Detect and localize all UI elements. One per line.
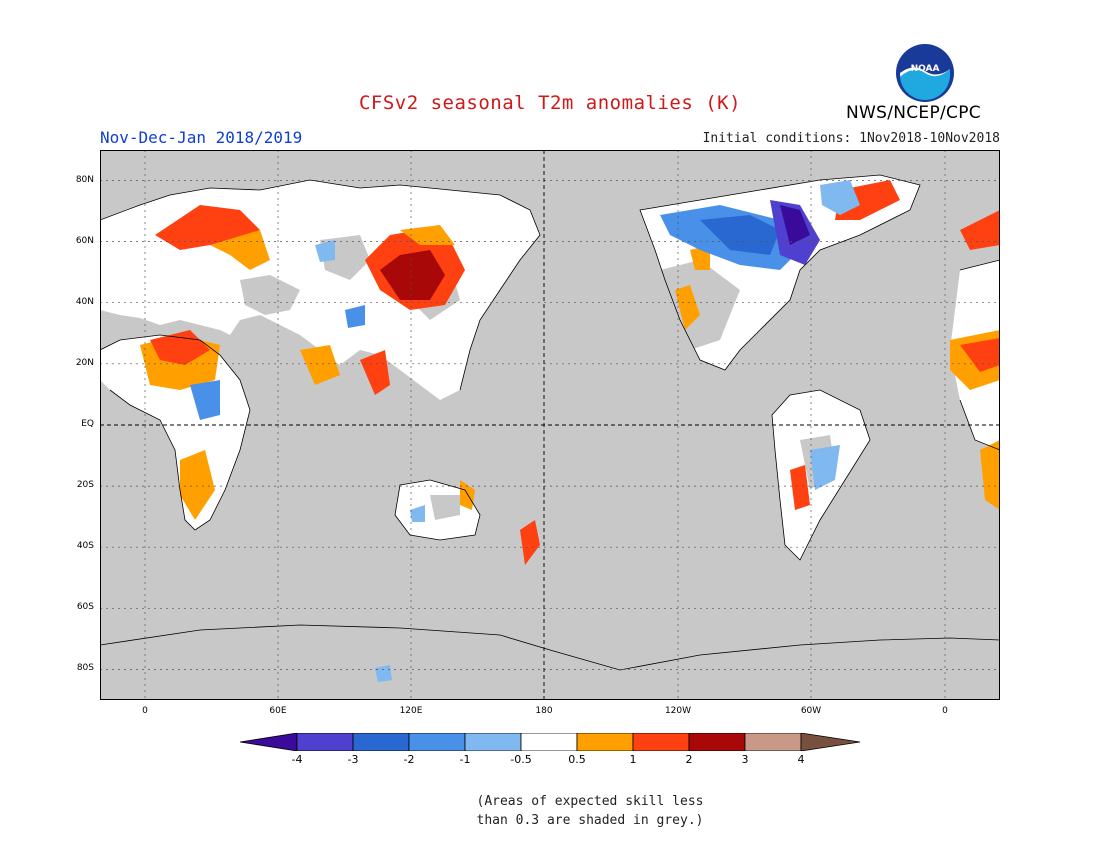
legend-label-neg3: -3: [347, 753, 359, 766]
legend-arrow-left: [240, 733, 298, 751]
legend-swatch-1: [296, 733, 354, 751]
lat-label-20n: 20N: [75, 358, 94, 368]
lat-label-40s: 40S: [76, 541, 94, 551]
lat-label-20s: 20S: [76, 480, 94, 490]
lon-label-180: 180: [535, 706, 553, 716]
legend-swatch-5: [520, 733, 578, 751]
lon-label-60w: 60W: [800, 706, 822, 716]
legend-arrow-right: [800, 733, 860, 751]
lat-label-60s: 60S: [76, 602, 94, 612]
anomaly-map: [100, 150, 1000, 700]
lat-label-60n: 60N: [75, 236, 94, 246]
legend-swatch-2: [352, 733, 410, 751]
forecast-period: Nov-Dec-Jan 2018/2019: [100, 128, 303, 147]
legend-label-pos2: 2: [685, 753, 693, 766]
skill-note-line1: (Areas of expected skill less: [476, 794, 704, 809]
graticule: [100, 150, 1000, 700]
chart-title: CFSv2 seasonal T2m anomalies (K): [358, 92, 742, 114]
legend-label-neg05: -0.5: [510, 753, 532, 766]
skill-note: (Areas of expected skill less than 0.3 a…: [400, 792, 780, 830]
warm-anomalies: [140, 180, 1000, 565]
lat-label-80s: 80S: [76, 663, 94, 673]
legend-label-pos05: 0.5: [568, 753, 586, 766]
legend-label-neg2: -2: [403, 753, 415, 766]
equator-dateline: [100, 150, 1000, 700]
legend-swatch-4: [464, 733, 522, 751]
lon-label-120e: 120E: [399, 706, 423, 716]
legend-label-pos4: 4: [797, 753, 805, 766]
legend-swatch-3: [408, 733, 466, 751]
legend-swatch-7: [632, 733, 690, 751]
legend-label-pos1: 1: [629, 753, 637, 766]
lat-label-40n: 40N: [75, 297, 94, 307]
initial-conditions: Initial conditions: 1Nov2018-10Nov2018: [702, 131, 1000, 146]
legend-label-pos3: 3: [741, 753, 749, 766]
lon-label-0-right: 0: [942, 706, 948, 716]
color-legend: [240, 733, 860, 751]
lon-label-60e: 60E: [269, 706, 287, 716]
agency-label: NWS/NCEP/CPC: [846, 103, 981, 123]
lat-label-eq: EQ: [81, 419, 94, 429]
noaa-logo-text: NOAA: [911, 64, 940, 74]
coastlines: [100, 174, 1000, 671]
legend-swatch-6: [576, 733, 634, 751]
legend-swatch-8: [688, 733, 746, 751]
legend-swatch-9: [744, 733, 802, 751]
lon-label-120w: 120W: [664, 706, 692, 716]
noaa-logo-icon: NOAA: [896, 44, 954, 102]
legend-label-neg4: -4: [291, 753, 303, 766]
skill-note-line2: than 0.3 are shaded in grey.): [476, 813, 704, 828]
lon-label-0: 0: [142, 706, 148, 716]
lat-label-80n: 80N: [75, 175, 94, 185]
legend-label-neg1: -1: [459, 753, 471, 766]
cold-anomalies: [190, 180, 860, 682]
